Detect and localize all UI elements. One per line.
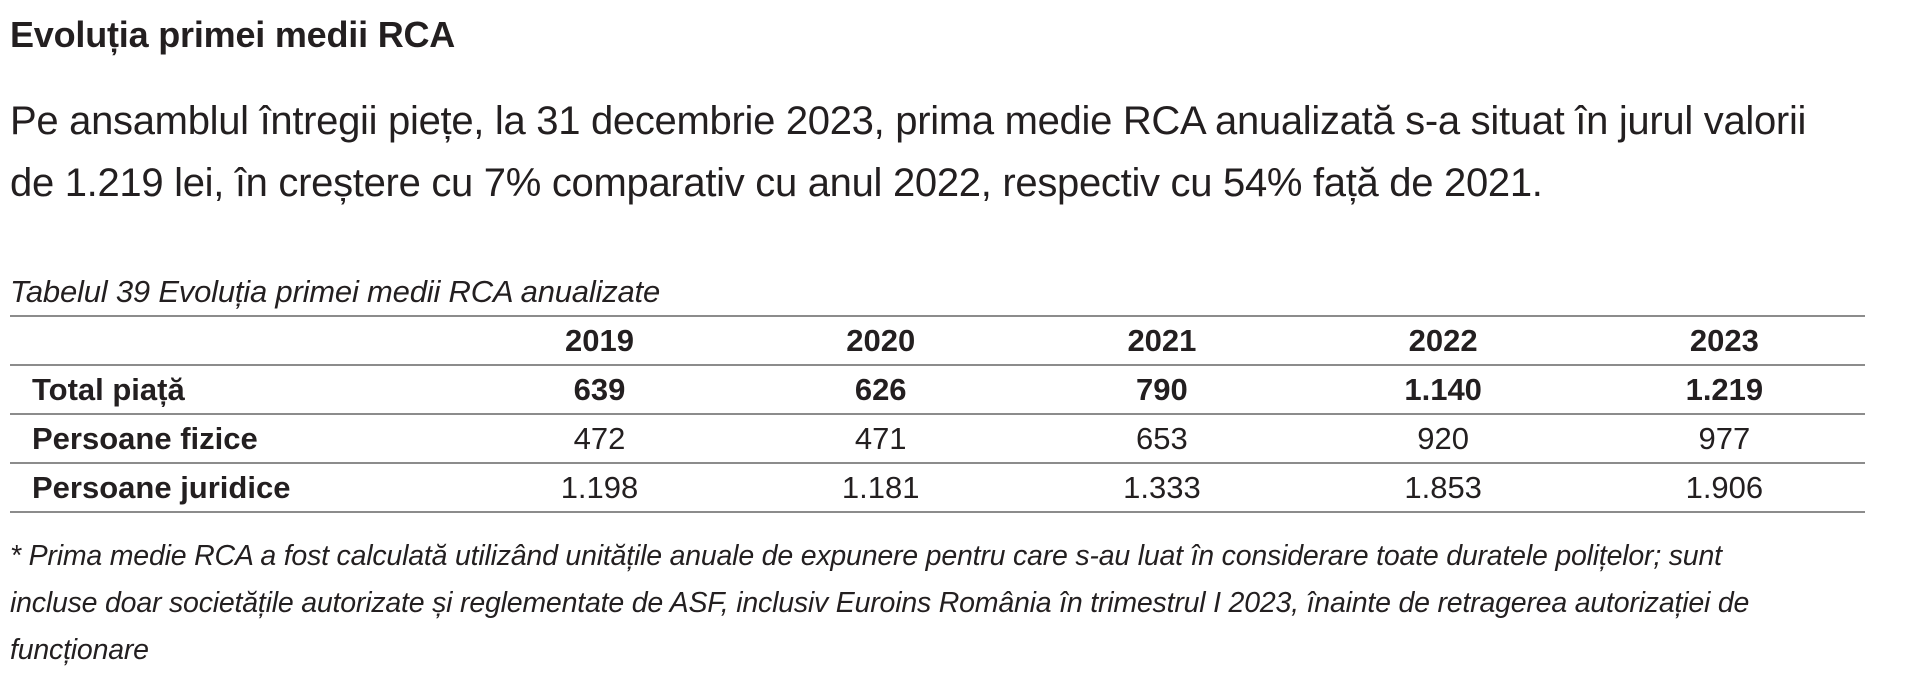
intro-line: de 1.219 lei, în creștere cu 7% comparat… — [10, 161, 1543, 205]
section-title: Evoluția primei medii RCA — [10, 14, 456, 55]
table-cell: 1.198 — [458, 463, 741, 513]
table-cell: 1.853 — [1302, 463, 1584, 513]
table-cell: 1.181 — [740, 463, 1022, 513]
table-cell: 1.140 — [1302, 365, 1584, 415]
column-header-empty — [10, 315, 459, 366]
table-cell: 1.219 — [1583, 365, 1865, 415]
column-header-2023: 2023 — [1583, 315, 1865, 366]
table-row-persoane-fizice: Persoane fizice 472 471 653 920 977 — [10, 414, 1865, 464]
table-cell: 1.333 — [1021, 463, 1303, 513]
intro-paragraph: Pe ansamblul întregii piețe, la 31 decem… — [10, 90, 1910, 214]
column-header-2021: 2021 — [1021, 315, 1303, 366]
table-footnote: * Prima medie RCA a fost calculată utili… — [10, 533, 1910, 674]
footnote-line: funcționare — [10, 634, 149, 666]
table-caption: Tabelul 39 Evoluția primei medii RCA anu… — [10, 274, 660, 309]
table-row-persoane-juridice: Persoane juridice 1.198 1.181 1.333 1.85… — [10, 463, 1865, 513]
table-cell: 920 — [1302, 414, 1584, 464]
row-label: Persoane fizice — [10, 414, 459, 464]
column-header-2022: 2022 — [1302, 315, 1584, 366]
table-header-row: 2019 2020 2021 2022 2023 — [10, 315, 1865, 366]
intro-line: Pe ansamblul întregii piețe, la 31 decem… — [10, 99, 1807, 143]
table-cell: 790 — [1021, 365, 1303, 415]
rca-premium-table: 2019 2020 2021 2022 2023 Total piață 639… — [10, 315, 1865, 513]
footnote-line: * Prima medie RCA a fost calculată utili… — [10, 540, 1722, 572]
footnote-line: incluse doar societățile autorizate și r… — [10, 587, 1750, 619]
column-header-2019: 2019 — [458, 315, 741, 366]
column-header-2020: 2020 — [740, 315, 1022, 366]
row-label: Persoane juridice — [10, 463, 459, 513]
table-row-total: Total piață 639 626 790 1.140 1.219 — [10, 365, 1865, 415]
table-cell: 471 — [740, 414, 1022, 464]
table-cell: 653 — [1021, 414, 1303, 464]
table-cell: 1.906 — [1583, 463, 1865, 513]
row-label: Total piață — [10, 365, 459, 415]
table-cell: 472 — [458, 414, 741, 464]
table-cell: 977 — [1583, 414, 1865, 464]
table-cell: 626 — [740, 365, 1022, 415]
table-cell: 639 — [458, 365, 741, 415]
